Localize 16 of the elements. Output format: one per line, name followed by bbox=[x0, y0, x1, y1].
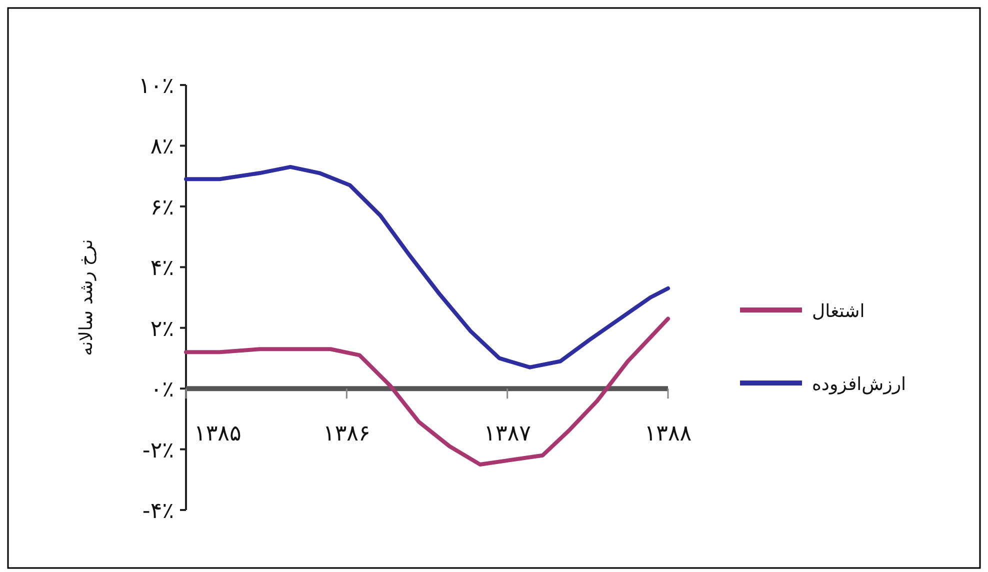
x-tick-label: ۱۳۸۸ bbox=[644, 422, 692, 447]
x-tick-label: ۱۳۸۶ bbox=[323, 422, 370, 447]
y-tick-label: ۸٪ bbox=[150, 134, 174, 160]
line-series bbox=[184, 164, 670, 370]
y-tick-label: -۴٪ bbox=[142, 499, 174, 524]
legend-label: ارزش‌افزوده bbox=[812, 374, 906, 395]
y-tick-label: ۴٪ bbox=[150, 256, 174, 282]
y-tick-label: ۲٪ bbox=[150, 316, 174, 342]
x-tick-label: ۱۳۸۵ bbox=[194, 422, 242, 447]
legend-label: اشتغال bbox=[812, 301, 865, 322]
y-tick-label: ۱۰٪ bbox=[138, 74, 174, 99]
y-tick-label: ۰٪ bbox=[150, 378, 174, 403]
y-tick-label: ۶٪ bbox=[150, 195, 174, 220]
y-axis-title: نرخ رشد سالانه bbox=[76, 239, 97, 356]
y-tick-label: -۲٪ bbox=[142, 438, 174, 464]
x-tick-label: ۱۳۸۷ bbox=[484, 422, 532, 447]
